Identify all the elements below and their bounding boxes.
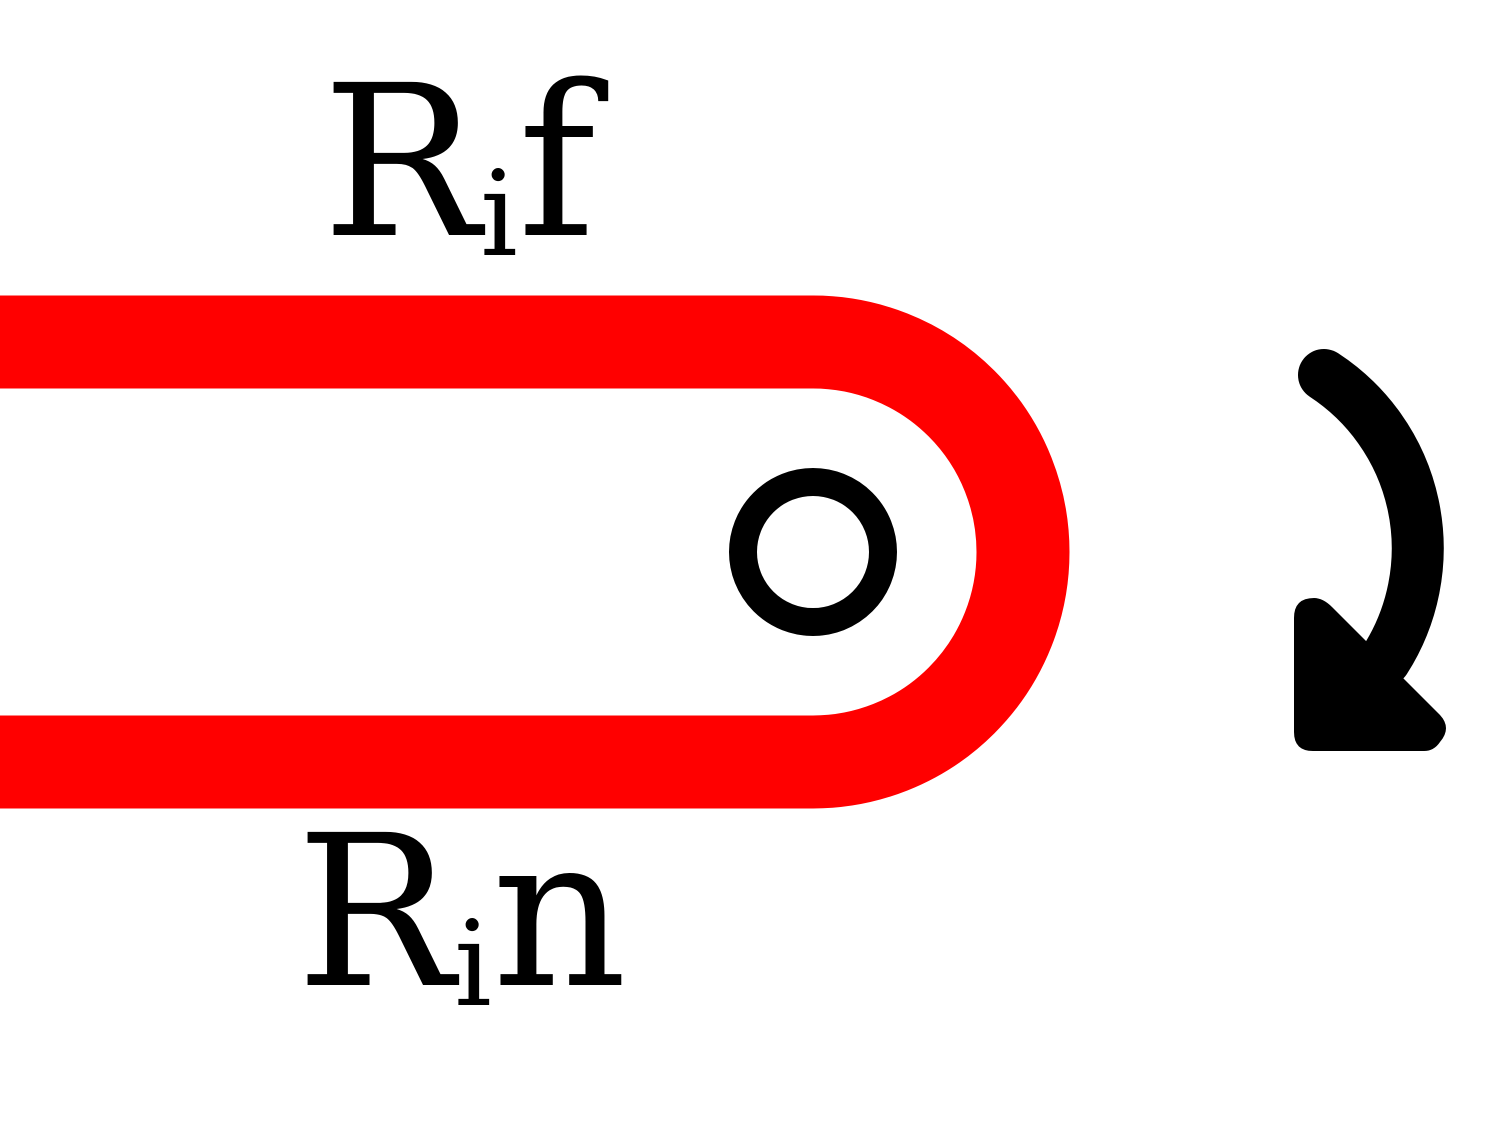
bottom-label: Rin	[296, 808, 627, 1018]
bottom-label-subscript: i	[454, 895, 492, 1033]
top-label-suffix: f	[518, 40, 596, 285]
bottom-label-base: R	[296, 790, 454, 1035]
bottom-label-suffix: n	[492, 790, 627, 1035]
top-label-base: R	[322, 40, 480, 285]
pivot-circle	[743, 482, 883, 622]
top-label: Rif	[322, 58, 596, 268]
top-label-subscript: i	[480, 145, 518, 283]
clockwise-arrow-icon	[1294, 375, 1446, 751]
